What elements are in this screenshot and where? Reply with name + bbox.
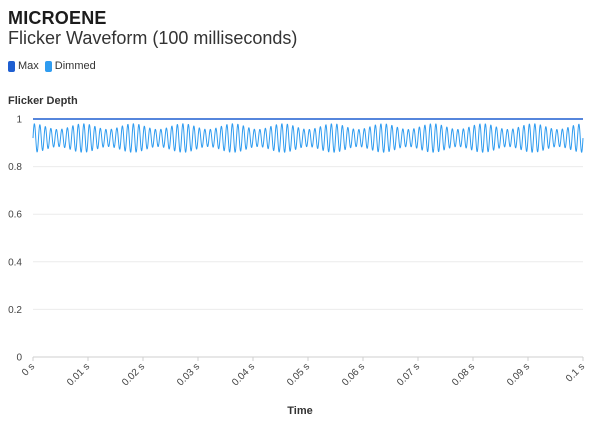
series-line-dimmed (32, 123, 584, 153)
x-axis-label: Time (287, 405, 313, 417)
x-tick-label: 0 s (20, 361, 37, 378)
legend: Max Dimmed (8, 60, 98, 72)
y-tick-label: 0.8 (8, 162, 22, 173)
y-tick-label: 1 (16, 115, 22, 126)
legend-label-dimmed: Dimmed (54, 60, 96, 72)
chart-title: Flicker Waveform (100 milliseconds) (8, 28, 298, 48)
legend-label-max: Max (18, 60, 39, 72)
x-tick-label: 0.02 s (120, 361, 147, 388)
y-axis-label: Flicker Depth (8, 95, 78, 107)
brand-name: MICROENE (8, 8, 107, 28)
x-tick-label: 0.08 s (450, 361, 477, 388)
legend-item-max[interactable]: Max (8, 60, 39, 72)
x-tick-label: 0.03 s (175, 361, 202, 388)
x-tick-label: 0.04 s (230, 361, 257, 388)
y-tick-label: 0.4 (8, 257, 22, 268)
y-tick-label: 0.6 (8, 210, 22, 221)
legend-swatch-max (8, 60, 15, 72)
x-tick-label: 0.09 s (505, 361, 532, 388)
x-tick-label: 0.01 s (65, 361, 92, 388)
y-tick-label: 0 (16, 353, 22, 364)
x-tick-label: 0.1 s (564, 361, 587, 384)
x-tick-label: 0.05 s (285, 361, 312, 388)
x-tick-label: 0.07 s (395, 361, 422, 388)
y-tick-label: 0.2 (8, 305, 22, 316)
legend-item-dimmed[interactable]: Dimmed (44, 60, 96, 72)
legend-swatch-dimmed (44, 60, 52, 72)
x-tick-label: 0.06 s (340, 361, 367, 388)
